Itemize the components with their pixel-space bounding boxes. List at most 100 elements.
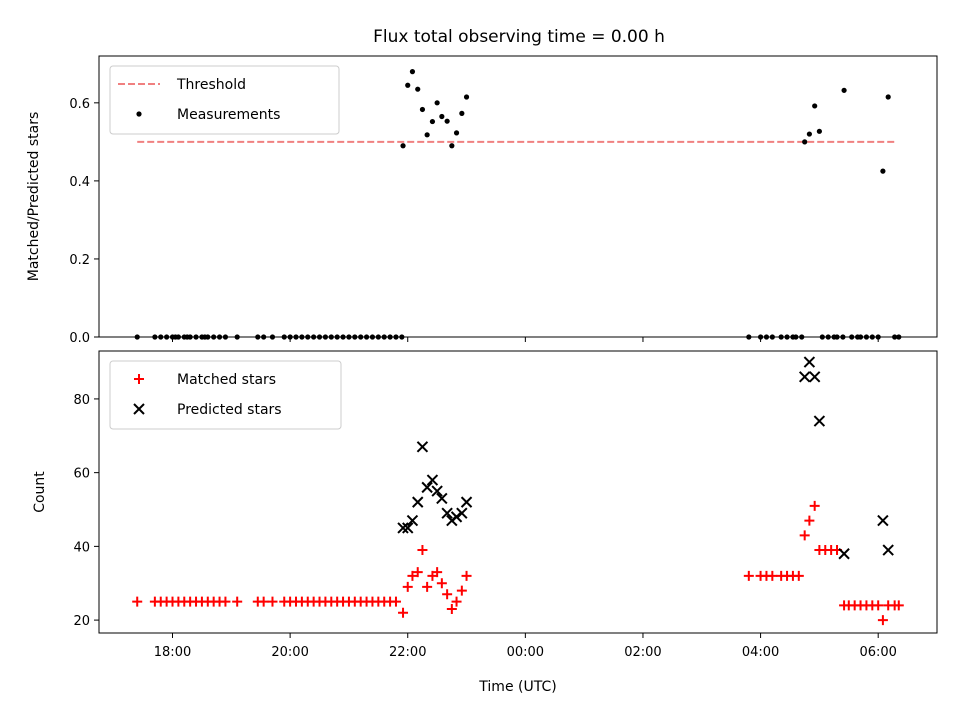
measurement-point bbox=[415, 86, 421, 92]
measurement-point bbox=[880, 168, 886, 174]
x-tick-label: 00:00 bbox=[507, 645, 544, 660]
measurement-point bbox=[316, 334, 323, 340]
predicted-stars-point bbox=[412, 496, 424, 508]
measurement-point bbox=[784, 334, 790, 340]
measurement-point bbox=[205, 334, 211, 340]
measurement-point bbox=[363, 334, 370, 340]
measurement-point bbox=[757, 334, 764, 340]
predicted-stars-point bbox=[416, 441, 429, 453]
matched-stars-point bbox=[793, 570, 804, 581]
predicted-stars-point bbox=[436, 492, 448, 505]
plot-frame bbox=[98, 350, 938, 634]
measurement-point bbox=[434, 100, 440, 106]
matched-stars-point bbox=[877, 615, 888, 626]
measurement-point bbox=[459, 110, 465, 116]
measurement-point bbox=[419, 106, 426, 113]
measurement-point bbox=[834, 334, 840, 340]
measurement-point bbox=[763, 334, 770, 340]
measurement-point bbox=[463, 94, 470, 100]
measurement-point bbox=[311, 334, 317, 340]
top-panel: 0.0 0.2 0.4 0.6 Matched/Predicted stars Thres… bbox=[26, 55, 938, 346]
measurement-point bbox=[381, 334, 387, 340]
measurement-point bbox=[193, 334, 199, 340]
x-tick-label: 04:00 bbox=[742, 645, 779, 660]
matched-stars-point bbox=[132, 596, 143, 607]
measurement-point bbox=[875, 334, 881, 340]
legend-label: Matched stars bbox=[177, 372, 276, 388]
matched-stars-point bbox=[804, 515, 815, 526]
predicted-stars-point bbox=[431, 485, 443, 497]
matched-stars-point bbox=[767, 570, 778, 581]
measurement-point bbox=[134, 334, 140, 340]
measurement-point bbox=[399, 334, 405, 340]
measurement-point bbox=[261, 334, 267, 340]
measurement-point bbox=[187, 334, 193, 340]
matched-stars-point bbox=[412, 567, 423, 578]
measurement-point bbox=[429, 118, 436, 125]
measurement-point bbox=[369, 334, 376, 340]
measurement-point bbox=[857, 334, 864, 340]
predicted-stars-point bbox=[441, 507, 453, 519]
x-tick-label: 02:00 bbox=[624, 645, 661, 660]
measurement-point bbox=[892, 334, 898, 340]
measurement-point bbox=[400, 143, 406, 149]
measurement-point bbox=[387, 334, 393, 340]
matched-stars-point bbox=[258, 596, 269, 607]
measurement-point bbox=[164, 334, 170, 340]
measurement-point bbox=[869, 334, 875, 340]
predicted-stars-point bbox=[838, 548, 850, 560]
measurement-point bbox=[305, 334, 311, 340]
measurement-point bbox=[405, 82, 411, 88]
y-tick-label: 60 bbox=[73, 467, 90, 482]
measurement-point bbox=[885, 94, 891, 100]
legend-label: Measurements bbox=[177, 107, 280, 123]
measurement-point bbox=[152, 334, 158, 340]
predicted-stars-point bbox=[813, 415, 826, 427]
measurement-point bbox=[439, 113, 445, 120]
matched-stars-point bbox=[432, 567, 443, 578]
measurement-point bbox=[802, 139, 808, 145]
matched-stars-point bbox=[422, 581, 433, 592]
matched-stars-point bbox=[893, 600, 904, 611]
matched-stars-point bbox=[402, 581, 413, 592]
measurement-point bbox=[819, 334, 825, 340]
measurement-point bbox=[812, 103, 818, 109]
predicted-stars-point bbox=[877, 514, 889, 527]
matched-stars-point bbox=[461, 570, 472, 581]
measurement-point bbox=[328, 334, 334, 340]
measurement-point bbox=[453, 130, 460, 136]
measurement-point bbox=[409, 69, 416, 75]
measurement-point bbox=[840, 334, 846, 340]
y-tick-label: 20 bbox=[73, 614, 90, 629]
measurement-point bbox=[211, 334, 217, 340]
measurement-point bbox=[352, 334, 358, 340]
measurement-point bbox=[375, 334, 381, 340]
x-tick-label: 06:00 bbox=[859, 645, 896, 660]
x-tick-label: 22:00 bbox=[389, 645, 426, 660]
measurement-point bbox=[806, 131, 812, 137]
predicted-stars-point bbox=[882, 544, 894, 556]
y-axis-label: Count bbox=[32, 471, 48, 513]
matched-stars-point bbox=[442, 589, 453, 600]
measurement-point bbox=[799, 334, 805, 340]
measurement-point bbox=[849, 334, 855, 340]
measurement-point bbox=[281, 334, 287, 340]
measurement-point bbox=[293, 334, 299, 340]
y-axis-label: Matched/Predicted stars bbox=[26, 112, 42, 282]
legend-box bbox=[109, 65, 340, 135]
measurement-point bbox=[158, 334, 164, 340]
measurement-point bbox=[334, 334, 340, 340]
predicted-stars-point bbox=[456, 507, 468, 519]
legend-measurements-swatch bbox=[136, 111, 142, 117]
predicted-stars-point bbox=[808, 371, 821, 383]
measurement-point bbox=[746, 334, 752, 340]
matched-stars-point bbox=[232, 596, 243, 607]
bottom-panel: 18:00 20:00 22:00 00:00 02:00 04:00 06:00 20 40 6… bbox=[32, 350, 938, 660]
measurement-point bbox=[322, 334, 329, 340]
measurement-point bbox=[444, 118, 450, 124]
predicted-stars-point bbox=[798, 371, 811, 383]
measurement-point bbox=[393, 334, 399, 340]
measurement-point bbox=[896, 334, 902, 340]
matched-stars-point bbox=[743, 570, 754, 581]
y-tick-label: 0.0 bbox=[69, 331, 90, 346]
